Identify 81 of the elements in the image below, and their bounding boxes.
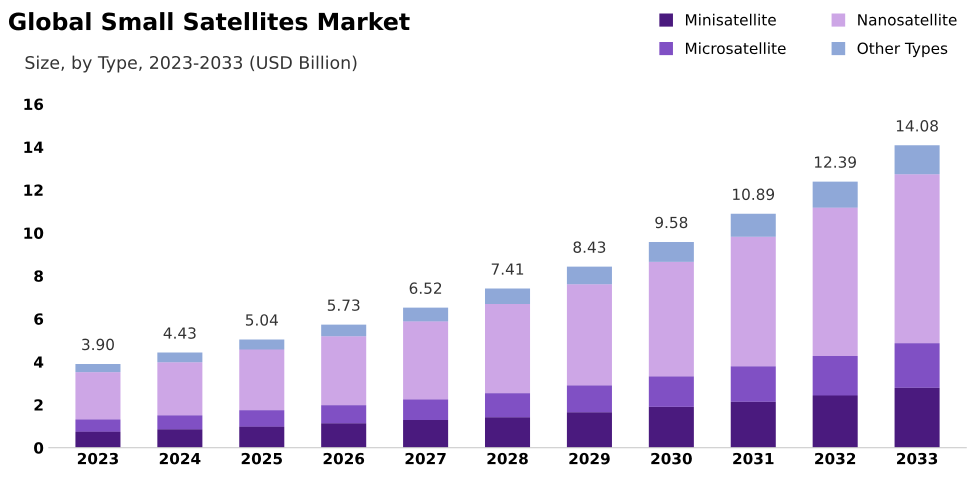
bar <box>894 174 940 344</box>
bar <box>730 236 776 366</box>
bar <box>894 145 940 174</box>
bar <box>730 366 776 402</box>
bar <box>566 412 612 448</box>
y-tick-label: 16 <box>24 98 44 110</box>
y-tick-label: 2 <box>34 399 43 411</box>
total-label: 12.39 <box>814 156 856 168</box>
total-label: 14.08 <box>896 120 938 132</box>
total-label: 5.04 <box>246 314 278 326</box>
y-tick-label: 14 <box>24 142 44 153</box>
bar <box>239 410 284 427</box>
total-label: 3.90 <box>82 338 114 350</box>
bar <box>157 429 202 448</box>
bar <box>648 376 694 407</box>
bar <box>648 242 694 262</box>
x-tick-label: 2024 <box>160 452 200 464</box>
bar <box>239 426 284 448</box>
bar <box>894 343 940 388</box>
y-tick-label: 10 <box>24 227 44 239</box>
bar <box>484 304 530 394</box>
bar <box>484 393 530 418</box>
total-label: 4.43 <box>164 327 196 339</box>
x-tick-label: 2032 <box>815 452 856 464</box>
bar <box>321 405 366 424</box>
bar <box>157 362 202 416</box>
bar <box>321 324 366 336</box>
bar <box>484 288 530 304</box>
x-tick-label: 2028 <box>487 452 528 464</box>
total-label: 9.58 <box>655 216 688 228</box>
x-tick-label: 2023 <box>78 452 118 464</box>
legend-label: Nanosatellite <box>858 14 957 26</box>
x-tick-label: 2029 <box>569 452 610 464</box>
bar <box>730 402 776 448</box>
total-label: 6.52 <box>410 282 442 294</box>
y-tick-label: 4 <box>34 356 44 368</box>
bar <box>403 399 448 420</box>
chart-title: Global Small Satellites Market <box>8 12 410 30</box>
chart-subtitle: Size, by Type, 2023-2033 (USD Billion) <box>26 56 356 72</box>
bar <box>75 372 120 420</box>
bar <box>157 415 202 430</box>
bar <box>403 321 448 400</box>
bar <box>403 420 448 448</box>
total-label: 7.41 <box>492 263 524 275</box>
legend-label: Microsatellite <box>686 42 786 54</box>
y-tick-label: 8 <box>34 270 43 282</box>
bar <box>157 352 202 362</box>
bar <box>75 419 120 432</box>
bar <box>239 339 284 350</box>
y-tick-label: 12 <box>24 184 43 196</box>
x-tick-label: 2027 <box>406 452 446 464</box>
bar <box>484 417 530 448</box>
bar <box>812 208 858 356</box>
x-tick-label: 2026 <box>324 452 364 464</box>
bar <box>321 423 366 448</box>
legend-label: Other Types <box>858 42 948 58</box>
x-tick-label: 2030 <box>651 452 692 464</box>
bar <box>730 214 776 237</box>
y-tick-label: 6 <box>34 313 44 325</box>
bar <box>239 350 284 410</box>
bar <box>403 308 448 322</box>
legend-label: Minisatellite <box>686 14 776 26</box>
bar <box>812 356 858 396</box>
bar <box>75 432 120 448</box>
bar <box>566 385 612 412</box>
x-tick-label: 2031 <box>733 452 774 464</box>
x-tick-label: 2033 <box>897 452 938 464</box>
total-label: 8.43 <box>573 241 606 253</box>
bar <box>648 262 694 376</box>
bar <box>566 266 612 284</box>
bar <box>321 336 366 406</box>
total-label: 5.73 <box>328 299 360 311</box>
total-label: 10.89 <box>733 188 774 200</box>
bar <box>75 364 120 372</box>
y-tick-label: 0 <box>34 442 44 454</box>
bar <box>812 396 858 448</box>
bar <box>812 182 858 208</box>
bar <box>648 406 694 448</box>
bar <box>566 284 612 386</box>
bar <box>894 388 940 448</box>
x-tick-label: 2025 <box>242 452 282 464</box>
